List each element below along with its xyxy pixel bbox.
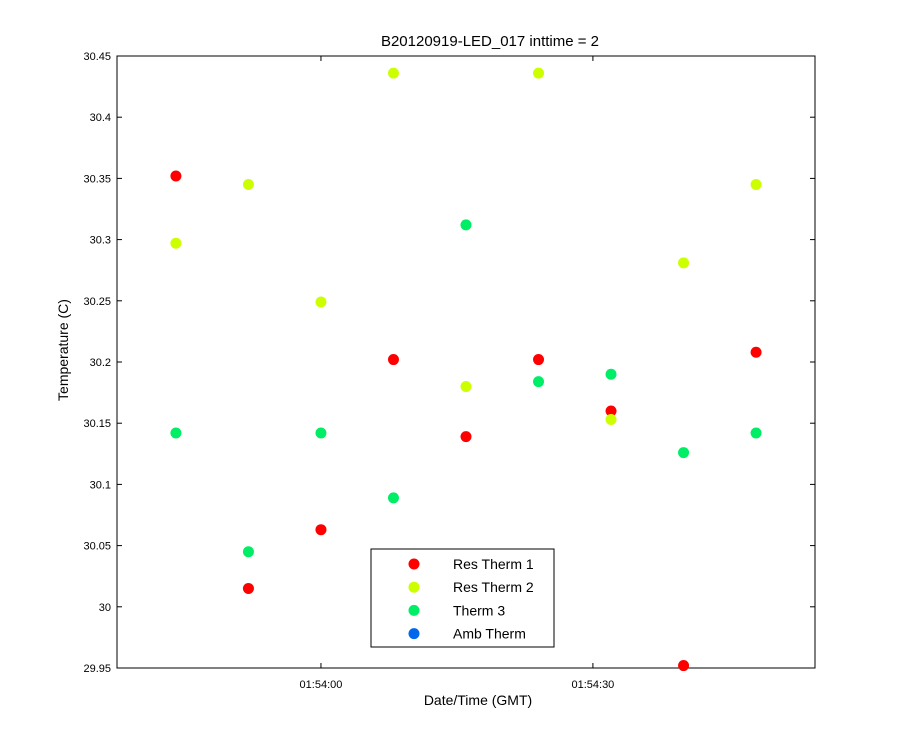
data-point (387, 67, 399, 79)
chart-title: B20120919-LED_017 inttime = 2 (381, 33, 599, 50)
x-tick-label: 01:54:00 (300, 679, 343, 691)
x-axis-label: Date/Time (GMT) (424, 692, 532, 708)
x-axis-ticks: 01:54:00 01:54:30 (300, 56, 614, 691)
y-tick-label: 30.25 (83, 296, 111, 308)
data-point (678, 447, 690, 459)
data-point (460, 431, 472, 443)
x-tick-label: 01:54:30 (571, 679, 614, 691)
data-point (170, 170, 182, 182)
data-point (750, 179, 762, 191)
data-point (460, 219, 472, 231)
y-tick-label: 30.05 (83, 541, 111, 553)
y-tick-label: 30 (99, 602, 111, 614)
data-point (460, 380, 472, 392)
data-point (242, 179, 254, 191)
data-point (315, 296, 327, 308)
data-point (387, 354, 399, 366)
y-tick-label: 30.15 (83, 418, 111, 430)
legend-entry: Res Therm 2 (453, 579, 534, 595)
y-tick-label: 30.4 (90, 112, 111, 124)
data-point (533, 354, 545, 366)
data-point (170, 237, 182, 249)
y-tick-label: 30.2 (90, 357, 111, 369)
legend-marker (408, 558, 420, 570)
data-point (605, 368, 617, 380)
data-point (605, 414, 617, 426)
data-point (533, 376, 545, 388)
y-axis-ticks: 29.95 30 30.05 30.1 30.15 30.2 30.25 30.3 30.35 3… (83, 51, 815, 675)
data-point (678, 660, 690, 672)
y-tick-label: 30.3 (90, 235, 111, 247)
legend-marker (408, 604, 420, 616)
data-point (242, 582, 254, 594)
data-point (242, 546, 254, 558)
data-point (533, 67, 545, 79)
data-point (315, 427, 327, 439)
legend-box (370, 548, 555, 648)
data-points (170, 67, 762, 672)
y-axis-label: Temperature (C) (55, 299, 71, 401)
data-point (750, 346, 762, 358)
y-tick-label: 30.35 (83, 173, 111, 185)
legend: Res Therm 1 Res Therm 2 Therm 3 Amb Therm (370, 548, 555, 648)
legend-entry: Res Therm 1 (453, 556, 534, 572)
y-tick-label: 30.1 (90, 479, 111, 491)
data-point (605, 405, 617, 417)
data-point (170, 427, 182, 439)
legend-entry: Therm 3 (453, 602, 505, 618)
legend-entry: Amb Therm (453, 626, 526, 642)
y-tick-label: 29.95 (83, 663, 111, 675)
data-point (315, 524, 327, 536)
data-point (387, 492, 399, 504)
data-point (750, 427, 762, 439)
y-tick-label: 30.45 (83, 51, 111, 63)
data-point (678, 257, 690, 269)
legend-marker (408, 628, 420, 640)
legend-marker (408, 581, 420, 593)
